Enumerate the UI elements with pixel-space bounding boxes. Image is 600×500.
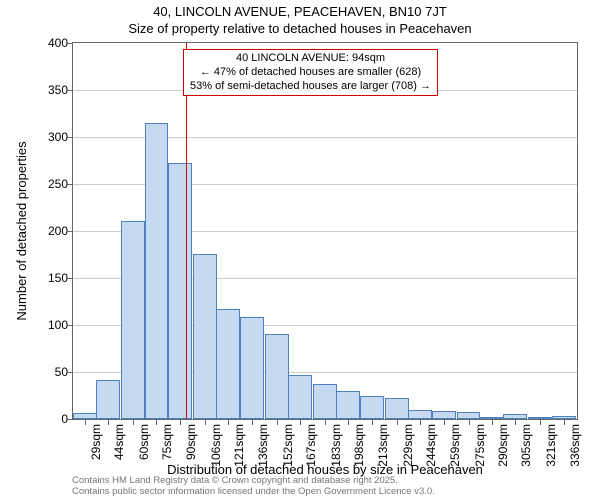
annotation-line-3: 53% of semi-detached houses are larger (… [190,80,431,94]
x-tick-label: 60sqm [137,424,151,460]
histogram-bar [432,411,456,419]
histogram-bar [193,254,217,419]
histogram-bar [408,410,432,419]
histogram-bar [552,416,576,419]
x-tick [372,420,373,425]
x-tick-label: 336sqm [568,424,582,467]
reference-vline [186,43,187,419]
histogram-bar [457,412,481,419]
annotation-box: 40 LINCOLN AVENUE: 94sqm← 47% of detache… [183,49,438,96]
histogram-bar [265,334,289,419]
y-tick-label: 300 [8,130,68,144]
x-tick [205,420,206,425]
x-tick [540,420,541,425]
y-tick-label: 100 [8,318,68,332]
x-tick-label: 136sqm [256,424,270,467]
footer-line-2: Contains public sector information licen… [72,487,435,498]
histogram-bar [73,413,97,419]
y-tick-label: 150 [8,271,68,285]
x-tick [348,420,349,425]
x-tick-labels: 29sqm44sqm60sqm75sqm90sqm106sqm121sqm136… [72,424,578,460]
y-tick [67,278,72,279]
x-tick [252,420,253,425]
y-tick [67,184,72,185]
x-tick-label: 167sqm [304,424,318,467]
x-tick [564,420,565,425]
y-tick [67,90,72,91]
x-tick [492,420,493,425]
histogram-bar [313,384,337,419]
y-tick [67,325,72,326]
histogram-bar [96,380,120,419]
x-tick [420,420,421,425]
y-tick-label: 400 [8,36,68,50]
y-tick [67,137,72,138]
histogram-bar [503,414,527,419]
x-tick [515,420,516,425]
histogram-bar [385,398,409,419]
x-tick-label: 106sqm [209,424,223,467]
y-tick-label: 0 [8,412,68,426]
annotation-line-2: ← 47% of detached houses are smaller (62… [190,66,431,80]
x-tick [444,420,445,425]
x-tick-label: 244sqm [424,424,438,467]
plot-area: 40 LINCOLN AVENUE: 94sqm← 47% of detache… [72,42,578,420]
annotation-line-1: 40 LINCOLN AVENUE: 94sqm [190,52,431,66]
x-tick-label: 29sqm [89,424,103,460]
histogram-bar [360,396,384,420]
chart-title-sub: Size of property relative to detached ho… [0,21,600,36]
x-tick [85,420,86,425]
histogram-chart: 40, LINCOLN AVENUE, PEACEHAVEN, BN10 7JT… [0,0,600,500]
x-tick [180,420,181,425]
x-tick-label: 259sqm [448,424,462,467]
x-tick-label: 229sqm [401,424,415,467]
x-tick [469,420,470,425]
x-tick-label: 75sqm [160,424,174,460]
x-tick-label: 152sqm [281,424,295,467]
y-tick-label: 200 [8,224,68,238]
y-tick [67,231,72,232]
x-tick [277,420,278,425]
x-tick-label: 121sqm [232,424,246,467]
y-tick [67,43,72,44]
histogram-bar [145,123,169,419]
histogram-bar [168,163,192,419]
histogram-bar [480,417,504,419]
x-tick-label: 44sqm [112,424,126,460]
y-tick-label: 250 [8,177,68,191]
y-tick-label: 50 [8,365,68,379]
y-tick-label: 350 [8,83,68,97]
y-tick [67,419,72,420]
histogram-bar [216,309,240,419]
chart-title-main: 40, LINCOLN AVENUE, PEACEHAVEN, BN10 7JT [0,4,600,19]
x-tick [156,420,157,425]
histogram-bar [121,221,145,419]
histogram-bar [336,391,360,419]
histogram-bar [288,375,312,419]
x-tick-label: 321sqm [544,424,558,467]
histogram-bar [528,417,552,419]
x-tick [108,420,109,425]
y-tick [67,372,72,373]
x-tick-label: 183sqm [329,424,343,467]
footer-attribution: Contains HM Land Registry data © Crown c… [72,476,435,498]
x-tick-label: 290sqm [496,424,510,467]
x-tick [397,420,398,425]
x-tick [228,420,229,425]
x-tick-label: 305sqm [519,424,533,467]
x-tick [325,420,326,425]
x-tick-label: 90sqm [184,424,198,460]
x-tick-label: 213sqm [376,424,390,467]
x-tick-label: 275sqm [473,424,487,467]
histogram-bar [240,317,264,419]
x-tick [133,420,134,425]
x-tick-label: 198sqm [352,424,366,467]
x-tick [300,420,301,425]
